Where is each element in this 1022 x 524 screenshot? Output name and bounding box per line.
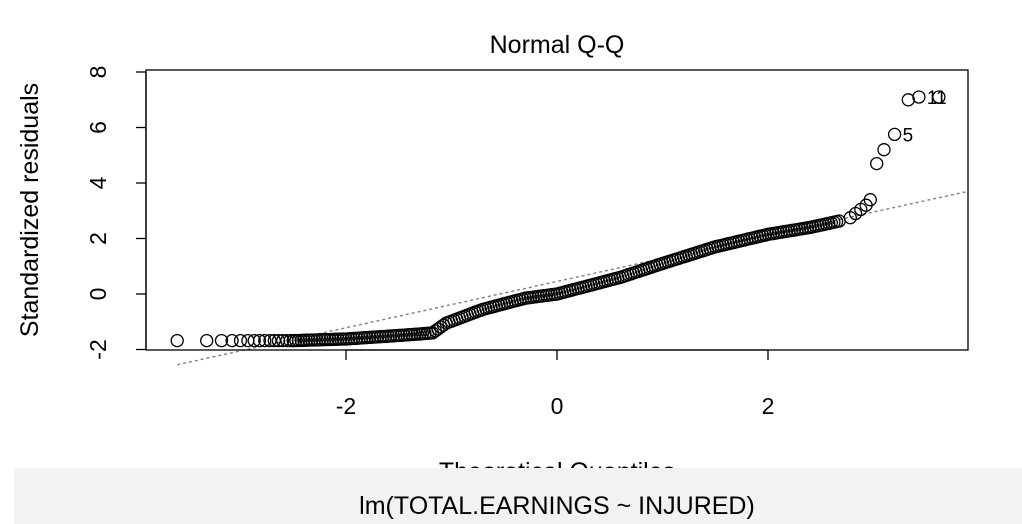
point-label: 5 [903,125,914,146]
x-tick-label: 2 [762,393,775,419]
data-point [247,333,261,348]
data-point [263,333,277,348]
y-tick-label: 8 [85,66,111,79]
x-tick-label: 0 [551,393,564,419]
data-point [283,333,297,348]
data-point [170,333,184,348]
data-point [863,193,877,207]
chart-title: Normal Q-Q [490,31,625,59]
y-axis-label: Standardized residuals [16,83,44,337]
x-tick-label: -2 [336,393,356,419]
data-point [870,156,884,171]
data-point [225,333,239,348]
data-point [932,90,946,104]
point-label: 11 [927,88,947,109]
data-point [887,127,902,142]
data-point [214,333,229,348]
x-axis: -2 0 2 [336,349,775,419]
y-tick-label: 6 [85,121,111,134]
y-tick-label: 0 [85,288,111,301]
y-tick-label: 4 [85,176,111,189]
y-tick-label: -2 [85,339,111,359]
bottom-strip [14,468,1022,524]
data-point [200,333,214,348]
y-axis: -2 0 2 4 6 8 [85,66,147,360]
chart-subtitle: lm(TOTAL.EARNINGS ~ INJURED) [359,492,755,520]
data-point [877,143,891,157]
data-point [912,90,926,104]
data-point [252,333,267,348]
point-labels-group: 5 11 [903,88,947,146]
y-tick-label: 2 [85,232,111,245]
data-point [258,333,272,348]
points-group [170,90,946,348]
data-point [233,333,248,348]
data-point [276,333,290,348]
